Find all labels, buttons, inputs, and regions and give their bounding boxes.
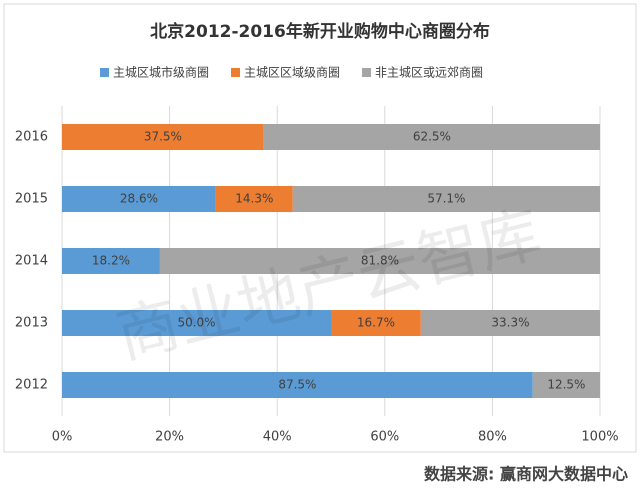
data-label: 14.3% bbox=[235, 192, 273, 206]
y-tick-label: 2015 bbox=[15, 192, 48, 207]
data-label: 87.5% bbox=[278, 378, 316, 392]
legend-swatch bbox=[231, 68, 241, 77]
legend-swatch bbox=[362, 68, 372, 77]
x-tick-label: 40% bbox=[263, 430, 292, 445]
data-label: 33.3% bbox=[491, 316, 529, 330]
bar-segment bbox=[263, 124, 600, 150]
data-label: 28.6% bbox=[120, 192, 158, 206]
x-tick-label: 80% bbox=[478, 430, 507, 445]
chart-title: 北京2012-2016年新开业购物中心商圈分布 bbox=[150, 21, 490, 42]
x-tick-label: 0% bbox=[52, 430, 73, 445]
y-tick-label: 2012 bbox=[15, 378, 48, 393]
y-tick-label: 2014 bbox=[15, 254, 48, 269]
legend-label: 主城区城市级商圈 bbox=[113, 65, 209, 80]
bar-segment bbox=[62, 248, 160, 274]
data-label: 12.5% bbox=[547, 378, 585, 392]
x-tick-label: 100% bbox=[581, 430, 618, 445]
x-tick-label: 60% bbox=[370, 430, 399, 445]
bar-segment bbox=[292, 186, 600, 212]
bar-segment bbox=[331, 310, 421, 336]
bar-segment bbox=[62, 124, 264, 150]
data-label: 81.8% bbox=[361, 254, 399, 268]
x-tick-label: 20% bbox=[155, 430, 184, 445]
bar-segment bbox=[215, 186, 293, 212]
data-label: 50.0% bbox=[177, 316, 215, 330]
legend-label: 主城区区域级商圈 bbox=[244, 65, 340, 80]
bar-segment bbox=[62, 372, 533, 398]
data-label: 16.7% bbox=[357, 316, 395, 330]
bar-segment bbox=[62, 310, 331, 336]
y-tick-label: 2013 bbox=[15, 316, 48, 331]
bar-segment bbox=[532, 372, 600, 398]
data-label: 18.2% bbox=[92, 254, 130, 268]
y-tick-label: 2016 bbox=[15, 130, 48, 145]
legend-swatch bbox=[100, 68, 109, 77]
data-label: 57.1% bbox=[427, 192, 465, 206]
bar-segment bbox=[62, 186, 216, 212]
bar-segment bbox=[420, 310, 600, 336]
source: 数据来源: 赢商网大数据中心 bbox=[424, 465, 628, 484]
data-label: 37.5% bbox=[144, 130, 182, 144]
bar-segment bbox=[159, 248, 600, 274]
data-label: 62.5% bbox=[413, 130, 451, 144]
legend-label: 非主城区或远郊商圈 bbox=[375, 65, 483, 80]
